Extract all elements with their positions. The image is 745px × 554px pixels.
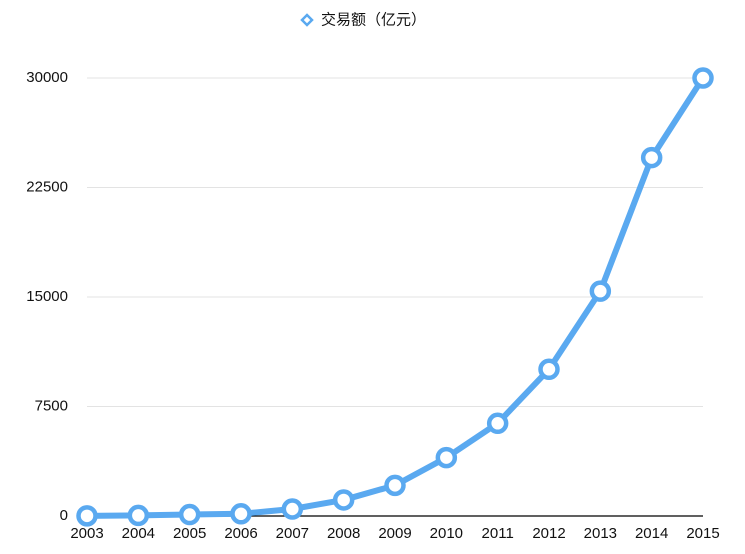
y-tick-label: 7500 bbox=[35, 397, 68, 414]
point bbox=[640, 146, 663, 169]
x-tick-label: 2004 bbox=[122, 525, 155, 542]
x-tick-label: 2006 bbox=[224, 525, 257, 542]
point bbox=[692, 67, 714, 89]
x-tick-label: 2009 bbox=[378, 525, 411, 542]
point bbox=[76, 505, 98, 527]
x-tick-label: 2013 bbox=[584, 525, 617, 542]
point bbox=[230, 503, 252, 525]
x-tick-label: 2015 bbox=[686, 525, 719, 542]
point bbox=[178, 503, 201, 526]
x-tick-label: 2007 bbox=[276, 525, 309, 542]
y-tick-label: 30000 bbox=[26, 69, 68, 86]
legend-marker bbox=[300, 13, 314, 27]
y-tick-label: 22500 bbox=[26, 178, 68, 195]
point bbox=[435, 446, 458, 469]
y-tick-label: 0 bbox=[60, 507, 68, 524]
x-tick-label: 2008 bbox=[327, 525, 360, 542]
point bbox=[332, 489, 355, 511]
legend-label: 交易额（亿元） bbox=[321, 11, 426, 29]
point bbox=[538, 358, 560, 381]
point bbox=[384, 474, 406, 497]
x-tick-label: 2014 bbox=[635, 525, 668, 542]
point bbox=[486, 412, 509, 435]
x-tick-label: 2011 bbox=[482, 525, 514, 542]
point bbox=[281, 498, 304, 520]
x-tick-label: 2003 bbox=[70, 525, 103, 542]
y-tick-label: 15000 bbox=[26, 288, 68, 305]
x-tick-label: 2005 bbox=[173, 525, 206, 542]
point bbox=[589, 280, 612, 302]
point bbox=[127, 504, 150, 527]
x-tick-label: 2010 bbox=[430, 525, 463, 542]
x-tick-label: 2012 bbox=[532, 525, 565, 542]
